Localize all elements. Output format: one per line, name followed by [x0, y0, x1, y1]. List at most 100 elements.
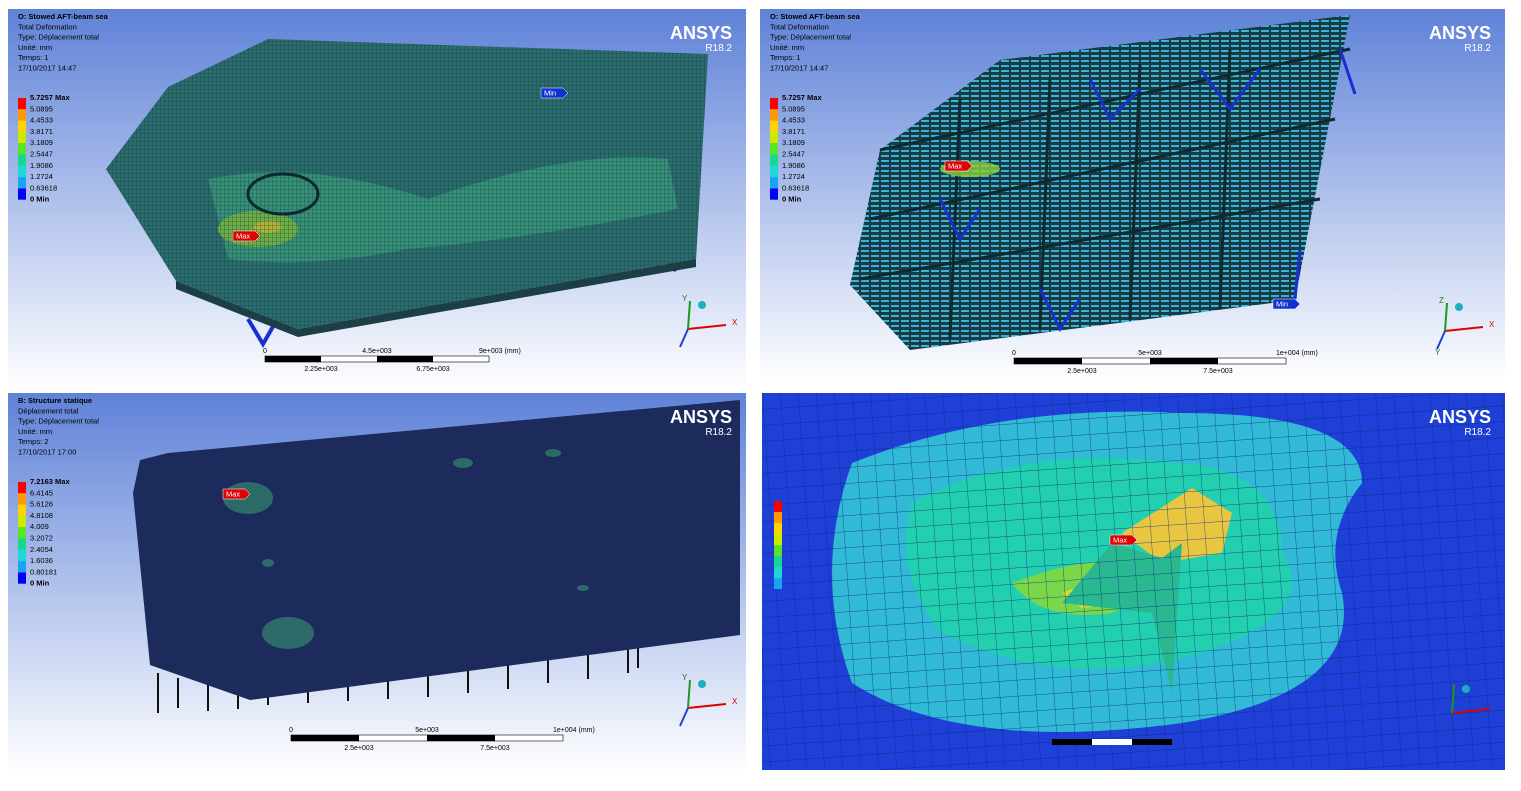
- plate: [850, 15, 1350, 350]
- scale-label: 0: [1012, 350, 1016, 357]
- axis-label: Y: [1435, 348, 1441, 357]
- legend-swatch: [770, 109, 778, 121]
- legend-label: 1.2724: [782, 172, 805, 181]
- scale-label: 5e+003: [1138, 350, 1162, 357]
- triad-ball: [1462, 685, 1470, 693]
- legend-swatch: [18, 527, 26, 539]
- legend-label: 1.2724: [30, 172, 53, 181]
- legend-label: 7.2163 Max: [30, 477, 70, 486]
- legend-label: 4.4533: [782, 116, 805, 125]
- legend-label: 6.4145: [30, 488, 53, 497]
- header-line: Unité: mm: [770, 43, 804, 52]
- legend-label: 2.4054: [30, 545, 53, 554]
- scale-bar: [377, 356, 433, 362]
- scale-label: 2.25e+003: [304, 366, 337, 373]
- logo: ANSYS: [1429, 23, 1491, 43]
- header-line: Temps: 2: [18, 437, 48, 446]
- marker-tag: [944, 160, 973, 172]
- legend-swatch: [18, 482, 26, 494]
- legend-swatch: [18, 120, 26, 132]
- header-line: Déplacement total: [18, 406, 79, 415]
- axis-z: [679, 328, 689, 348]
- axis-x: [1451, 708, 1491, 714]
- header-line: 17/10/2017 17:00: [18, 448, 76, 457]
- result-panel: O: Stowed AFT-beam sea Total Deformation T…: [760, 9, 1505, 383]
- header-line: Total Deformation: [18, 22, 77, 31]
- legend-swatch: [18, 143, 26, 155]
- axis-label: X: [732, 697, 738, 706]
- scale-bar: [1052, 739, 1172, 745]
- legend-label: 0.63618: [782, 183, 809, 192]
- legend-label: 2.5447: [30, 149, 53, 158]
- axis-label: X: [1489, 320, 1495, 329]
- legend-swatch: [18, 177, 26, 189]
- marker-label: Max: [948, 162, 962, 171]
- legend-swatch: [770, 165, 778, 178]
- legend-label: 5.7257 Max: [30, 93, 70, 102]
- legend-swatch: [18, 561, 26, 573]
- scale-label: 1e+004 (mm): [553, 727, 595, 734]
- logo: ANSYS: [670, 407, 732, 427]
- legend-swatch: [18, 154, 26, 166]
- marker-tag: [1109, 534, 1138, 546]
- scale-bar: [291, 735, 359, 741]
- logo: ANSYS: [670, 23, 732, 43]
- mesh: [106, 39, 708, 329]
- legend-label: 5.0895: [30, 104, 53, 113]
- header-line: Type: Déplacement total: [18, 33, 99, 42]
- triad-ball: [1455, 303, 1463, 311]
- legend-label: 4.009: [30, 522, 49, 531]
- triad-ball: [698, 680, 706, 688]
- logo: ANSYS: [1429, 407, 1491, 427]
- axis-y: [1444, 302, 1448, 332]
- scale-bar: [265, 356, 321, 362]
- legend-label: 4.8108: [30, 511, 53, 520]
- axis-label: Z: [1439, 296, 1444, 305]
- header-line: Temps: 1: [18, 53, 48, 62]
- legend-label: 3.2072: [30, 533, 53, 542]
- scale-label: 1e+004 (mm): [1276, 350, 1318, 357]
- axis-x: [1444, 326, 1484, 332]
- legend-label: 4.4533: [30, 116, 53, 125]
- legend-swatch: [770, 154, 778, 166]
- legend-swatch: [770, 177, 778, 189]
- axis-label: Y: [682, 673, 688, 682]
- scale-label: 9e+003 (mm): [479, 348, 521, 355]
- scale-label: 7.5e+003: [480, 745, 509, 752]
- legend-label: 0 Min: [30, 579, 50, 588]
- header-line: 17/10/2017 14:47: [18, 64, 76, 73]
- legend-label: 0 Min: [30, 195, 50, 204]
- scale-label: 0: [263, 348, 267, 355]
- scale-label: 2.5e+003: [1067, 368, 1096, 375]
- legend-label: 5.0895: [782, 104, 805, 113]
- result-panel: O: Stowed AFT-beam sea Total Deformation T…: [8, 9, 746, 390]
- legend-label: 2.5447: [782, 149, 805, 158]
- legend-swatch: [18, 188, 26, 200]
- legend-swatch: [770, 120, 778, 132]
- legend-label: 0 Min: [782, 195, 802, 204]
- header-line: 17/10/2017 14:47: [770, 64, 828, 73]
- version: R18.2: [705, 43, 732, 54]
- legend-swatch: [18, 165, 26, 178]
- legend-label: 3.1809: [30, 138, 53, 147]
- legend-label: 3.1809: [782, 138, 805, 147]
- legend-swatch: [770, 188, 778, 200]
- triad-ball: [698, 301, 706, 309]
- marker-label: Max: [226, 490, 240, 499]
- header-line: O: Stowed AFT-beam sea: [770, 12, 861, 21]
- marker-tag: [232, 230, 261, 242]
- header-line: O: Stowed AFT-beam sea: [18, 12, 109, 21]
- legend-label: 0.80181: [30, 567, 57, 576]
- legend-label: 5.6126: [30, 500, 53, 509]
- marker-tag: [1272, 298, 1301, 310]
- legend-label: 1.9086: [30, 161, 53, 170]
- version: R18.2: [705, 427, 732, 438]
- legend-swatch: [18, 504, 26, 516]
- marker-label: Min: [1276, 300, 1288, 309]
- scale-label: 4.5e+003: [362, 348, 391, 355]
- scale-label: 2.5e+003: [344, 745, 373, 752]
- legend-swatch: [770, 131, 778, 144]
